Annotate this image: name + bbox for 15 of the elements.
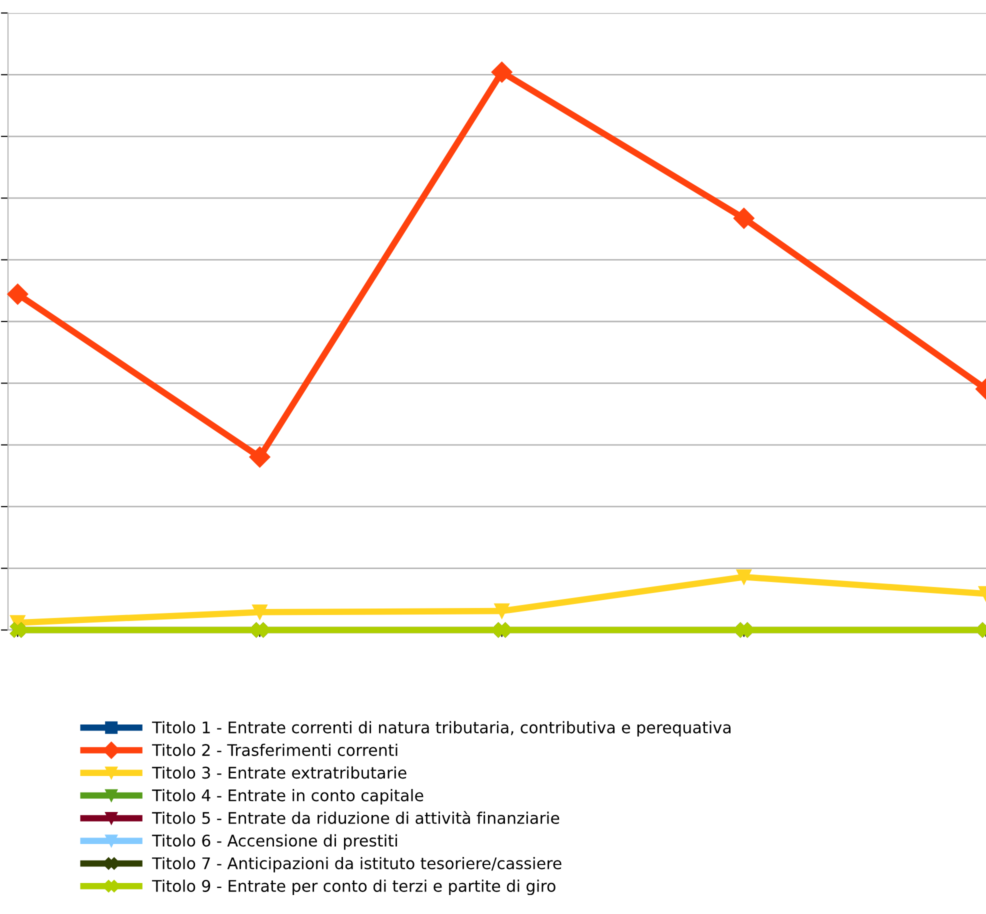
- point: [7, 284, 28, 305]
- point: [491, 62, 512, 83]
- point: [249, 446, 270, 468]
- legend-label: Titolo 9 - Entrate per conto di terzi e partite di giro: [152, 880, 556, 896]
- legend-label: Titolo 6 - Accensione di prestiti: [152, 834, 397, 850]
- legend-label: Titolo 2 - Trasferimenti correnti: [152, 744, 398, 756]
- legend-label: Titolo 3 - Entrate extratributarie: [152, 766, 406, 779]
- point: [494, 603, 510, 619]
- point: [252, 604, 268, 620]
- legend-label: Titolo 4 - Entrate in conto capitale: [152, 789, 424, 804]
- legend-label: Titolo 7 - Anticipazioni da istituto tesoriere/cassiere: [152, 856, 562, 872]
- point: [736, 569, 752, 585]
- legend-label: Titolo 1 - Entrate correnti di natura tributaria, contributiva e perequativa: [152, 721, 731, 737]
- legend-label: Titolo 5 - Entrate da riduzione di attività finanziarie: [152, 811, 560, 824]
- point: [733, 208, 754, 229]
